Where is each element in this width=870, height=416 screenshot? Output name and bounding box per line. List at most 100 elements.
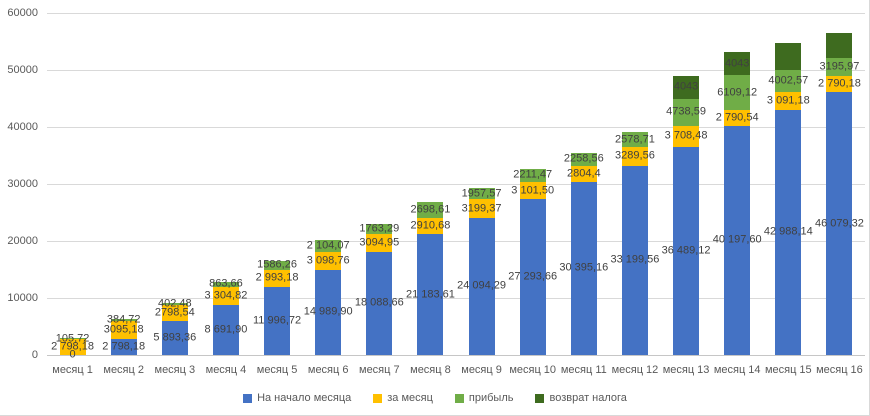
bar-segment[interactable] <box>59 339 86 355</box>
data-label: 2910,68 <box>410 219 451 232</box>
bar-segment[interactable] <box>826 76 853 93</box>
legend-swatch-icon <box>243 393 253 403</box>
bar-segment[interactable] <box>519 169 546 182</box>
data-label: 3094,95 <box>359 236 400 249</box>
bar-segment[interactable] <box>212 305 239 355</box>
x-axis-category-label: месяц 5 <box>256 364 298 376</box>
bar-segment[interactable] <box>417 234 444 355</box>
data-label: 2 798,18 <box>51 340 94 353</box>
data-label: 3195,97 <box>819 60 860 73</box>
data-label: 384,72 <box>106 313 141 326</box>
gridline <box>47 70 865 71</box>
bar-segment[interactable] <box>519 199 546 355</box>
legend-item[interactable]: прибыль <box>454 392 514 404</box>
legend-label: возврат налога <box>549 392 627 404</box>
bar-segment[interactable] <box>621 165 648 355</box>
bar-segment[interactable] <box>161 303 188 306</box>
bar-segment[interactable] <box>366 234 393 252</box>
legend-label: На начало месяца <box>257 392 352 404</box>
data-label: 6109,12 <box>717 86 758 99</box>
bar-segment[interactable] <box>826 32 853 59</box>
data-label: 2 798,18 <box>102 340 146 353</box>
data-label: 40 197,60 <box>712 233 762 246</box>
bar-segment[interactable] <box>417 202 444 218</box>
data-label: 30 395,16 <box>559 261 609 274</box>
bar-segment[interactable] <box>315 269 342 355</box>
legend-item[interactable]: возврат налога <box>535 392 627 404</box>
legend-item[interactable]: за месяц <box>373 392 433 404</box>
data-label: 2 790,18 <box>818 77 861 90</box>
bar-segment[interactable] <box>161 305 188 322</box>
bar-segment[interactable] <box>673 147 700 355</box>
bar-segment[interactable] <box>264 260 291 270</box>
bar-segment[interactable] <box>724 75 751 110</box>
bar-segment[interactable] <box>724 52 751 76</box>
bar-segment[interactable] <box>468 188 495 200</box>
data-label: 863,66 <box>209 277 243 290</box>
bar-segment[interactable] <box>621 147 648 166</box>
data-label: 2578,71 <box>615 133 655 146</box>
legend-label: прибыль <box>468 392 514 404</box>
bar-segment[interactable] <box>673 75 700 99</box>
x-axis-line <box>47 355 865 356</box>
bar-segment[interactable] <box>161 321 188 355</box>
bar-segment[interactable] <box>570 152 597 166</box>
legend-item[interactable]: На начало месяца <box>243 392 351 404</box>
bar-segment[interactable] <box>212 281 239 287</box>
data-label: 5 893,36 <box>153 331 197 344</box>
bar-segment[interactable] <box>315 251 342 270</box>
x-axis-category-label: месяц 12 <box>611 364 659 376</box>
data-label: 24 094,29 <box>457 279 507 292</box>
bar-segment[interactable] <box>775 92 802 110</box>
bar-segment[interactable] <box>519 181 546 200</box>
bar-segment[interactable] <box>826 92 853 355</box>
x-axis-category-label: месяц 10 <box>509 364 557 376</box>
x-axis-category-label: месяц 2 <box>103 364 144 376</box>
bar-segment[interactable] <box>724 109 751 126</box>
bar-segment[interactable] <box>212 286 239 306</box>
data-label: 3199,37 <box>461 202 502 215</box>
data-label: 1763,29 <box>359 222 400 235</box>
bar-segment[interactable] <box>366 224 393 235</box>
data-label: 27 293,66 <box>508 270 558 283</box>
bar-segment[interactable] <box>366 251 393 355</box>
bar-segment[interactable] <box>621 132 648 147</box>
data-label: 0 <box>69 348 76 361</box>
bar-segment[interactable] <box>673 98 700 126</box>
bar-segment[interactable] <box>775 69 802 93</box>
data-label: 2 104,07 <box>306 239 350 252</box>
data-label: 1586,26 <box>257 258 297 271</box>
data-label: 402,48 <box>157 297 192 310</box>
y-axis-tick-label: 20000 <box>7 235 38 247</box>
bar-segment[interactable] <box>775 43 802 70</box>
bar-segment[interactable] <box>826 58 853 77</box>
x-axis-category-label: месяц 15 <box>764 364 812 376</box>
bar-segment[interactable] <box>110 321 137 340</box>
bar-segment[interactable] <box>673 125 700 147</box>
data-label: 2258,56 <box>563 152 604 165</box>
bar-segment[interactable] <box>264 286 291 355</box>
bar-segment[interactable] <box>468 217 495 355</box>
bar-segment[interactable] <box>724 125 751 355</box>
bar-segment[interactable] <box>570 165 597 182</box>
bar-segment[interactable] <box>468 199 495 218</box>
bar-segment[interactable] <box>264 269 291 287</box>
bar-segment[interactable] <box>110 319 137 322</box>
data-label: 3 304,82 <box>204 289 248 302</box>
data-label: 3095,18 <box>103 323 144 336</box>
data-label: 4738,59 <box>666 105 706 118</box>
bar-segment[interactable] <box>110 339 137 355</box>
bar-segment[interactable] <box>570 181 597 355</box>
data-label: 3 708,48 <box>664 129 708 142</box>
bar-segment[interactable] <box>315 239 342 252</box>
data-label: 14 989,90 <box>303 305 353 318</box>
bar-segment[interactable] <box>417 217 444 235</box>
y-axis-tick-label: 40000 <box>7 121 38 133</box>
bar-segment[interactable] <box>775 109 802 355</box>
gridline <box>47 127 865 128</box>
x-axis-category-label: месяц 14 <box>713 364 761 376</box>
data-label: 4002,57 <box>768 74 809 87</box>
bar-segment[interactable] <box>59 338 86 340</box>
x-axis-category-label: месяц 7 <box>359 364 400 376</box>
x-axis-category-label: месяц 8 <box>410 364 451 376</box>
